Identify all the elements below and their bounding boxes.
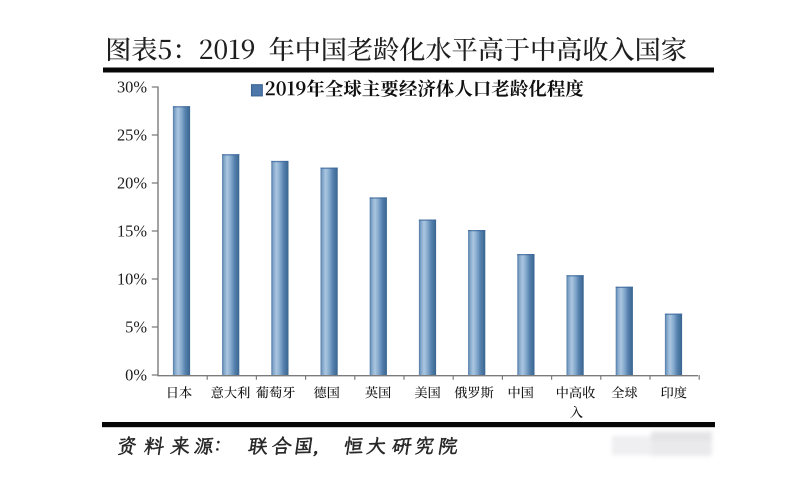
svg-text:0%: 0% — [125, 365, 147, 384]
svg-text:25%: 25% — [117, 125, 147, 144]
svg-text:30%: 30% — [117, 77, 147, 96]
svg-text:20%: 20% — [117, 173, 147, 192]
svg-text:10%: 10% — [117, 269, 147, 288]
svg-text:5%: 5% — [125, 317, 147, 336]
svg-text:15%: 15% — [117, 221, 147, 240]
